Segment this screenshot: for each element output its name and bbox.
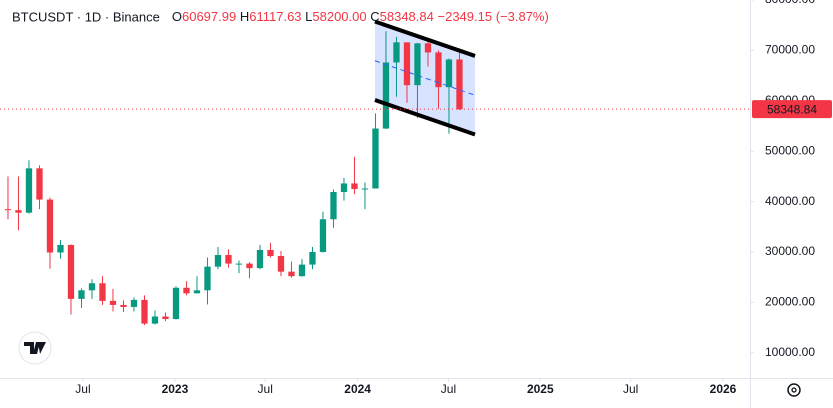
candle-body xyxy=(435,52,442,88)
ohlc-value: 58348.84 xyxy=(380,9,434,24)
x-tick-label: Jul xyxy=(258,382,273,396)
tv-logo[interactable] xyxy=(18,331,52,365)
candle-body xyxy=(393,42,400,63)
candle-body xyxy=(382,62,390,129)
candle-body xyxy=(25,168,33,213)
candle-body xyxy=(162,316,169,320)
candle-body xyxy=(204,266,211,291)
candle-body xyxy=(361,188,369,190)
y-tick-label: 30000.00 xyxy=(765,244,815,258)
candle-body xyxy=(36,168,43,200)
candle-body xyxy=(57,244,64,253)
channel-fill xyxy=(374,21,476,135)
ohlc-label: L xyxy=(305,9,312,24)
candle-body xyxy=(235,263,243,265)
y-tick-label: 70000.00 xyxy=(765,43,815,57)
candle-body xyxy=(351,183,358,189)
candle-body xyxy=(141,299,148,324)
ohlc-label: C xyxy=(370,9,379,24)
candle-body xyxy=(414,43,421,86)
ohlc-label: H xyxy=(240,9,249,24)
candle-body xyxy=(214,255,222,267)
channel-lower xyxy=(374,98,476,137)
candle-body xyxy=(120,304,127,307)
ohlc-value: 60697.99 xyxy=(182,9,236,24)
candle-body xyxy=(309,252,316,265)
ohlc-values: O60697.99 H61117.63 L58200.00 C58348.84 … xyxy=(172,9,549,24)
x-tick-label: Jul xyxy=(623,382,638,396)
candle-body xyxy=(424,43,432,53)
candle-body xyxy=(246,263,253,269)
candle-body xyxy=(4,209,12,211)
candle-body xyxy=(340,183,348,193)
x-tick-label: 2024 xyxy=(344,382,371,396)
candle-body xyxy=(319,219,327,252)
ohlc-value: 58200.00 xyxy=(312,9,366,24)
ohlc-label: O xyxy=(172,9,182,24)
y-tick-label: 10000.00 xyxy=(765,345,815,359)
last-price-label: 58348.84 xyxy=(767,102,817,116)
candle-body xyxy=(456,59,463,110)
candle-body xyxy=(46,199,54,253)
candle-body xyxy=(288,271,295,277)
candle-body xyxy=(267,249,274,257)
candle-body xyxy=(15,210,22,213)
candle-body xyxy=(151,316,159,324)
candle-body xyxy=(130,299,138,307)
y-tick-label: 20000.00 xyxy=(765,295,815,309)
x-tick-label: Jul xyxy=(441,382,456,396)
symbol-title: BTCUSDT · 1D · Binance xyxy=(12,9,160,24)
candle-body xyxy=(78,290,85,299)
candle-body xyxy=(277,256,285,272)
x-tick-label: 2026 xyxy=(710,382,737,396)
y-tick-label: 40000.00 xyxy=(765,194,815,208)
last-price-box xyxy=(752,100,832,119)
candle-body xyxy=(403,42,411,86)
x-tick-label: Jul xyxy=(75,382,90,396)
candle-body xyxy=(172,287,180,320)
candle-body xyxy=(330,192,337,220)
candle-body xyxy=(183,287,190,294)
logo-mark xyxy=(24,342,46,354)
gear-ring xyxy=(787,383,801,397)
candle-body xyxy=(298,264,306,277)
candle-body xyxy=(372,128,379,189)
settings-icon[interactable] xyxy=(787,383,801,397)
y-tick-label: 50000.00 xyxy=(765,143,815,157)
candle-body xyxy=(67,244,75,299)
candle-body xyxy=(99,283,106,301)
ohlc-value: 61117.63 xyxy=(249,9,301,24)
candle-body xyxy=(445,59,453,88)
candle-body xyxy=(225,255,232,264)
x-tick-label: 2025 xyxy=(527,382,554,396)
candle-body xyxy=(88,283,96,291)
y-tick-label: 80000.00 xyxy=(765,0,815,6)
plot-area xyxy=(0,19,750,326)
candle-body xyxy=(193,290,201,294)
candle-body xyxy=(256,249,264,269)
change-value: −2349.15 (−3.87%) xyxy=(438,9,549,24)
channel-upper xyxy=(374,19,476,58)
x-tick-label: 2023 xyxy=(162,382,189,396)
legend-header: BTCUSDT · 1D · Binance O60697.99 H61117.… xyxy=(12,9,549,24)
gear-hub xyxy=(791,387,797,393)
candle-body xyxy=(109,300,117,305)
